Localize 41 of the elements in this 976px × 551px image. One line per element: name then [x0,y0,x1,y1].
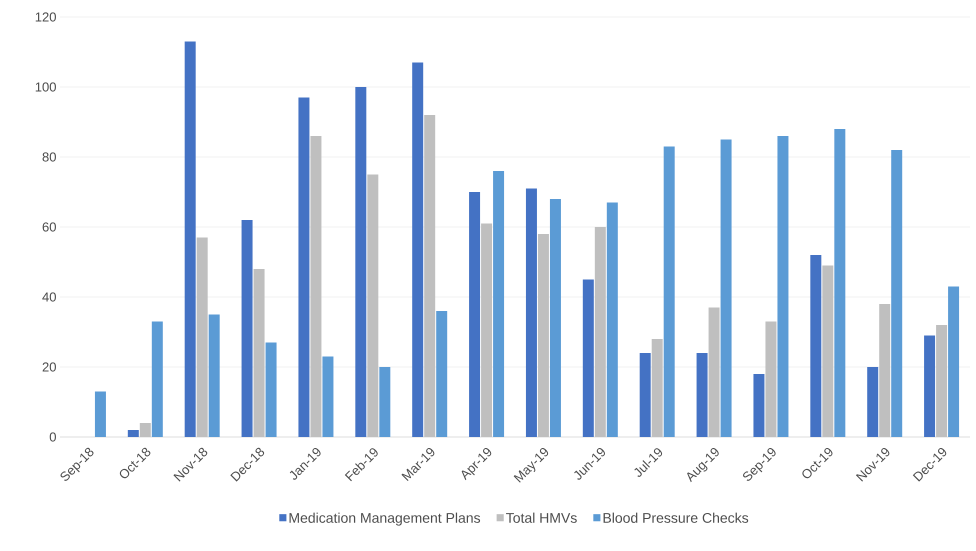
bar [298,97,310,437]
bar [777,136,788,437]
legend-label: Blood Pressure Checks [604,512,748,523]
y-tick-label: 80 [42,152,56,162]
bar [924,336,936,437]
legend-label: Medication Management Plans [290,512,480,526]
bar [242,220,253,437]
bar [720,140,732,437]
bar [606,202,618,437]
bar [753,374,764,437]
bar [94,392,106,437]
bar [696,353,708,437]
bar [412,62,424,437]
bar [436,311,448,437]
bar [469,192,480,437]
bar [152,322,163,437]
bar [355,86,366,437]
y-tick-label: 0 [50,432,56,442]
y-tick-label: 60 [42,222,56,232]
legend-label: Total HMVs [506,512,577,523]
bar [322,356,334,437]
y-tick-label: 20 [42,362,56,372]
bar [664,146,675,437]
bar [550,199,561,437]
bar [379,367,390,437]
bar [867,367,878,437]
bar [582,280,594,437]
bar [493,171,504,437]
y-tick-label: 40 [42,292,56,302]
bar [184,41,196,437]
bar [834,129,846,437]
bar [266,342,277,437]
bar [948,286,960,437]
bar [810,255,822,437]
y-tick-label: 120 [36,12,56,22]
bar [208,314,220,437]
bar [128,430,139,437]
bar [640,353,651,437]
bar [526,188,537,437]
bar [891,150,902,437]
y-tick-label: 100 [36,82,56,92]
